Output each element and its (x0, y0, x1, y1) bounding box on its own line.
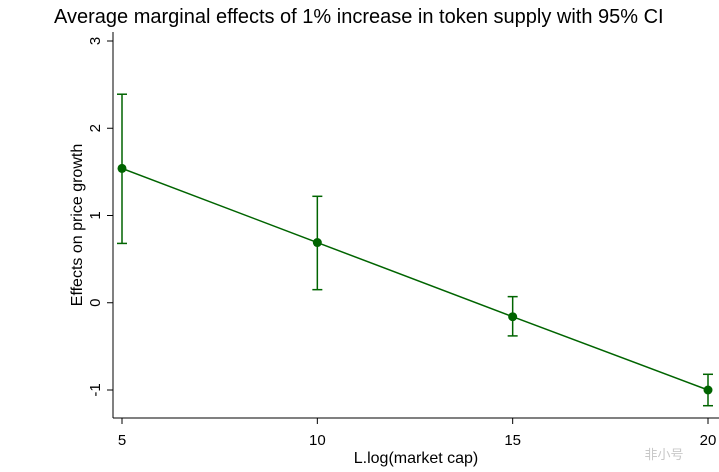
chart-title: Average marginal effects of 1% increase … (54, 6, 664, 28)
x-axis-ticks: 5 10 15 20 (118, 418, 717, 449)
y-tick-label: -1 (87, 383, 104, 396)
y-tick-label: 1 (87, 211, 104, 219)
y-axis-label: Effects on price growth (69, 144, 86, 306)
plot-area (113, 32, 719, 418)
data-point (117, 163, 127, 173)
y-tick-label: 2 (87, 124, 104, 132)
y-tick-label: 0 (87, 299, 104, 307)
data-point (508, 312, 518, 322)
x-tick-label: 5 (118, 432, 126, 449)
data-points (117, 163, 713, 395)
x-tick-label: 15 (504, 432, 521, 449)
y-axis-ticks: -1 0 1 2 3 (87, 37, 113, 397)
data-point (312, 238, 322, 248)
watermark: 非小号 (644, 447, 683, 462)
series-lines (121, 167, 709, 391)
x-tick-label: 20 (700, 432, 717, 449)
x-axis-label: L.log(market cap) (354, 450, 479, 467)
x-tick-label: 10 (309, 432, 326, 449)
data-point (703, 385, 713, 395)
series-line (121, 167, 709, 391)
y-tick-label: 3 (87, 37, 104, 45)
